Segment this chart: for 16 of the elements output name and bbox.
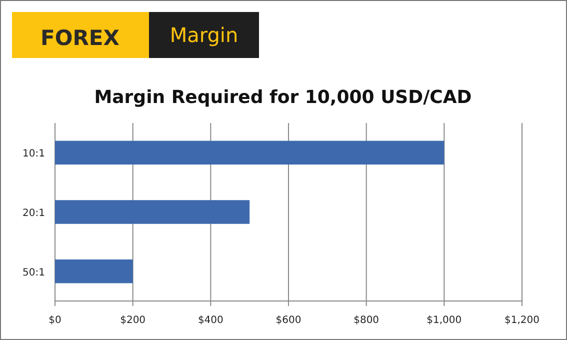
- text: FOREX: [40, 26, 120, 50]
- x-tick-label: $400: [198, 315, 224, 326]
- bar: [55, 200, 250, 224]
- y-tick-label: 10:1: [22, 148, 45, 160]
- x-tick-label: $0: [48, 315, 62, 326]
- bar: [55, 140, 444, 165]
- x-tick-label: $800: [354, 315, 380, 326]
- x-tick-label: $600: [276, 315, 302, 326]
- bar: [55, 259, 133, 284]
- x-tick-label: $1,200: [504, 315, 540, 326]
- y-tick-label: 20:1: [22, 208, 45, 219]
- y-tick-label: 50:1: [22, 267, 45, 278]
- text: Margin: [170, 23, 238, 47]
- chart-title: Margin Required for 10,000 USD/CAD: [94, 87, 472, 108]
- x-tick-label: $1,000: [426, 315, 462, 326]
- x-tick-label: $200: [120, 315, 146, 326]
